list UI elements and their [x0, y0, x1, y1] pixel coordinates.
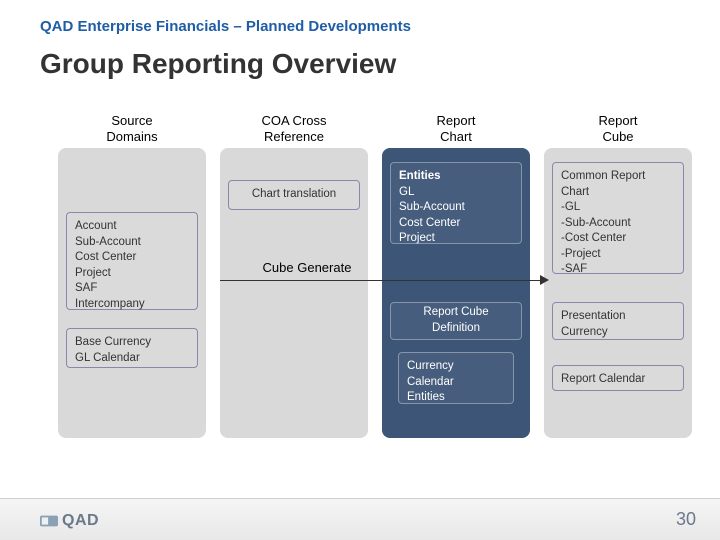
column-header: Source Domains — [58, 110, 206, 148]
box-report-calendar: Report Calendar — [552, 365, 684, 391]
box-presentation-currency: Presentation Currency — [552, 302, 684, 340]
box-currency-calendar-entities: Currency Calendar Entities — [398, 352, 514, 404]
page-number: 30 — [676, 509, 696, 530]
box-source-accounts: Account Sub-Account Cost Center Project … — [66, 212, 198, 310]
slide: QAD Enterprise Financials – Planned Deve… — [0, 0, 720, 540]
header-title: Group Reporting Overview — [40, 48, 396, 80]
box-base-currency: Base Currency GL Calendar — [66, 328, 198, 368]
arrow-cube-generate — [220, 280, 540, 281]
logo-mark-icon — [40, 512, 58, 530]
column-header: COA Cross Reference — [220, 110, 368, 148]
label-cube-generate: Cube Generate — [252, 260, 362, 275]
column-header: Report Chart — [382, 110, 530, 148]
logo-text: QAD — [62, 512, 99, 530]
logo: QAD — [40, 512, 99, 530]
box-entities-title: Entities — [399, 169, 513, 185]
box-entities: Entities GL Sub-Account Cost Center Proj… — [390, 162, 522, 244]
footer-bar: QAD 30 — [0, 498, 720, 540]
arrow-head-icon — [540, 275, 549, 285]
header-subtitle: QAD Enterprise Financials – Planned Deve… — [40, 18, 411, 35]
box-chart-translation: Chart translation — [228, 180, 360, 210]
box-report-cube-def: Report Cube Definition — [390, 302, 522, 340]
box-entities-body: GL Sub-Account Cost Center Project — [399, 185, 513, 247]
box-common-report-chart: Common Report Chart -GL -Sub-Account -Co… — [552, 162, 684, 274]
column-header: Report Cube — [544, 110, 692, 148]
